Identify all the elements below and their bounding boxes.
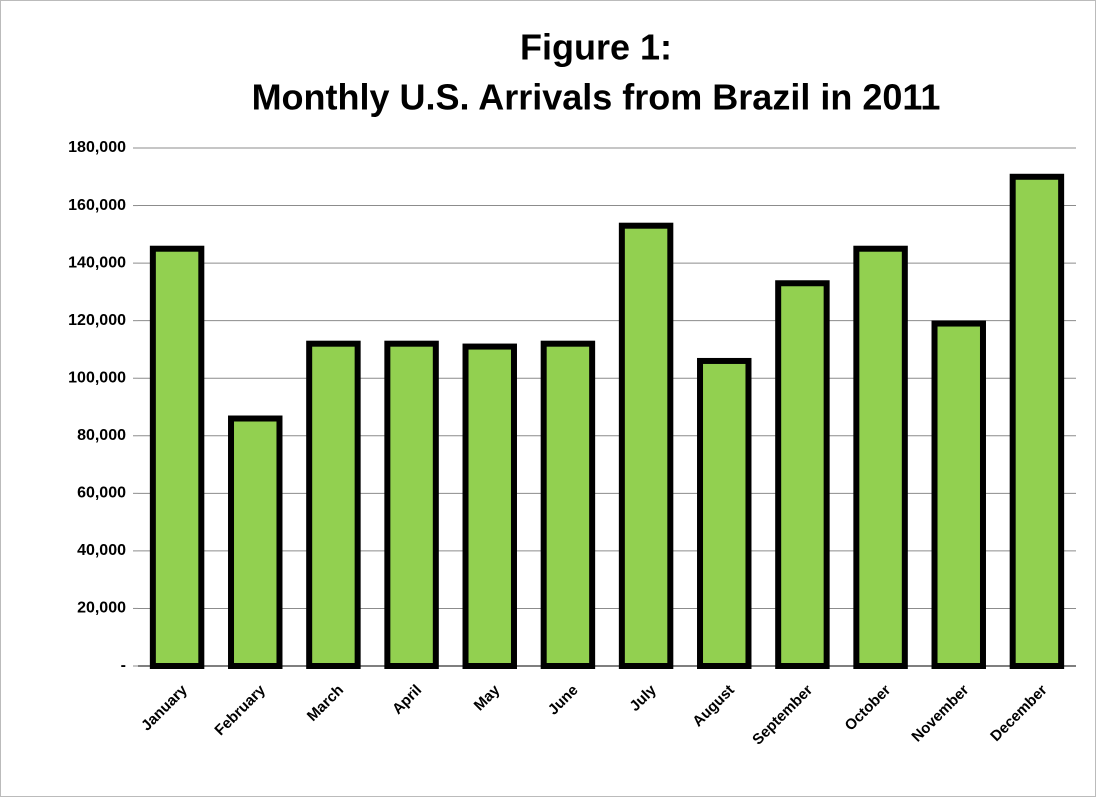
y-tick-label: 100,000 [68,369,126,386]
y-tick-label: 40,000 [77,542,126,559]
bar [540,340,596,669]
y-tick-label: - [121,657,126,674]
y-tick-label: 160,000 [68,197,126,214]
bar [462,343,517,669]
bar [384,340,439,669]
bar [697,357,752,669]
y-tick-label: 80,000 [77,427,126,444]
bar [775,280,830,669]
y-tick-label: 60,000 [77,485,126,502]
bar [618,222,674,669]
y-tick-label: 140,000 [68,254,126,271]
chart-title: Figure 1: [520,27,672,68]
bar [1009,173,1065,669]
chart-title: Monthly U.S. Arrivals from Brazil in 201… [252,77,941,118]
bar [931,320,986,669]
bar [228,415,283,669]
y-tick-label: 120,000 [68,312,126,329]
bar [853,245,908,669]
bar [149,245,205,669]
bar [306,340,361,669]
y-tick-label: 20,000 [77,600,126,617]
y-tick-label: 180,000 [68,139,126,156]
